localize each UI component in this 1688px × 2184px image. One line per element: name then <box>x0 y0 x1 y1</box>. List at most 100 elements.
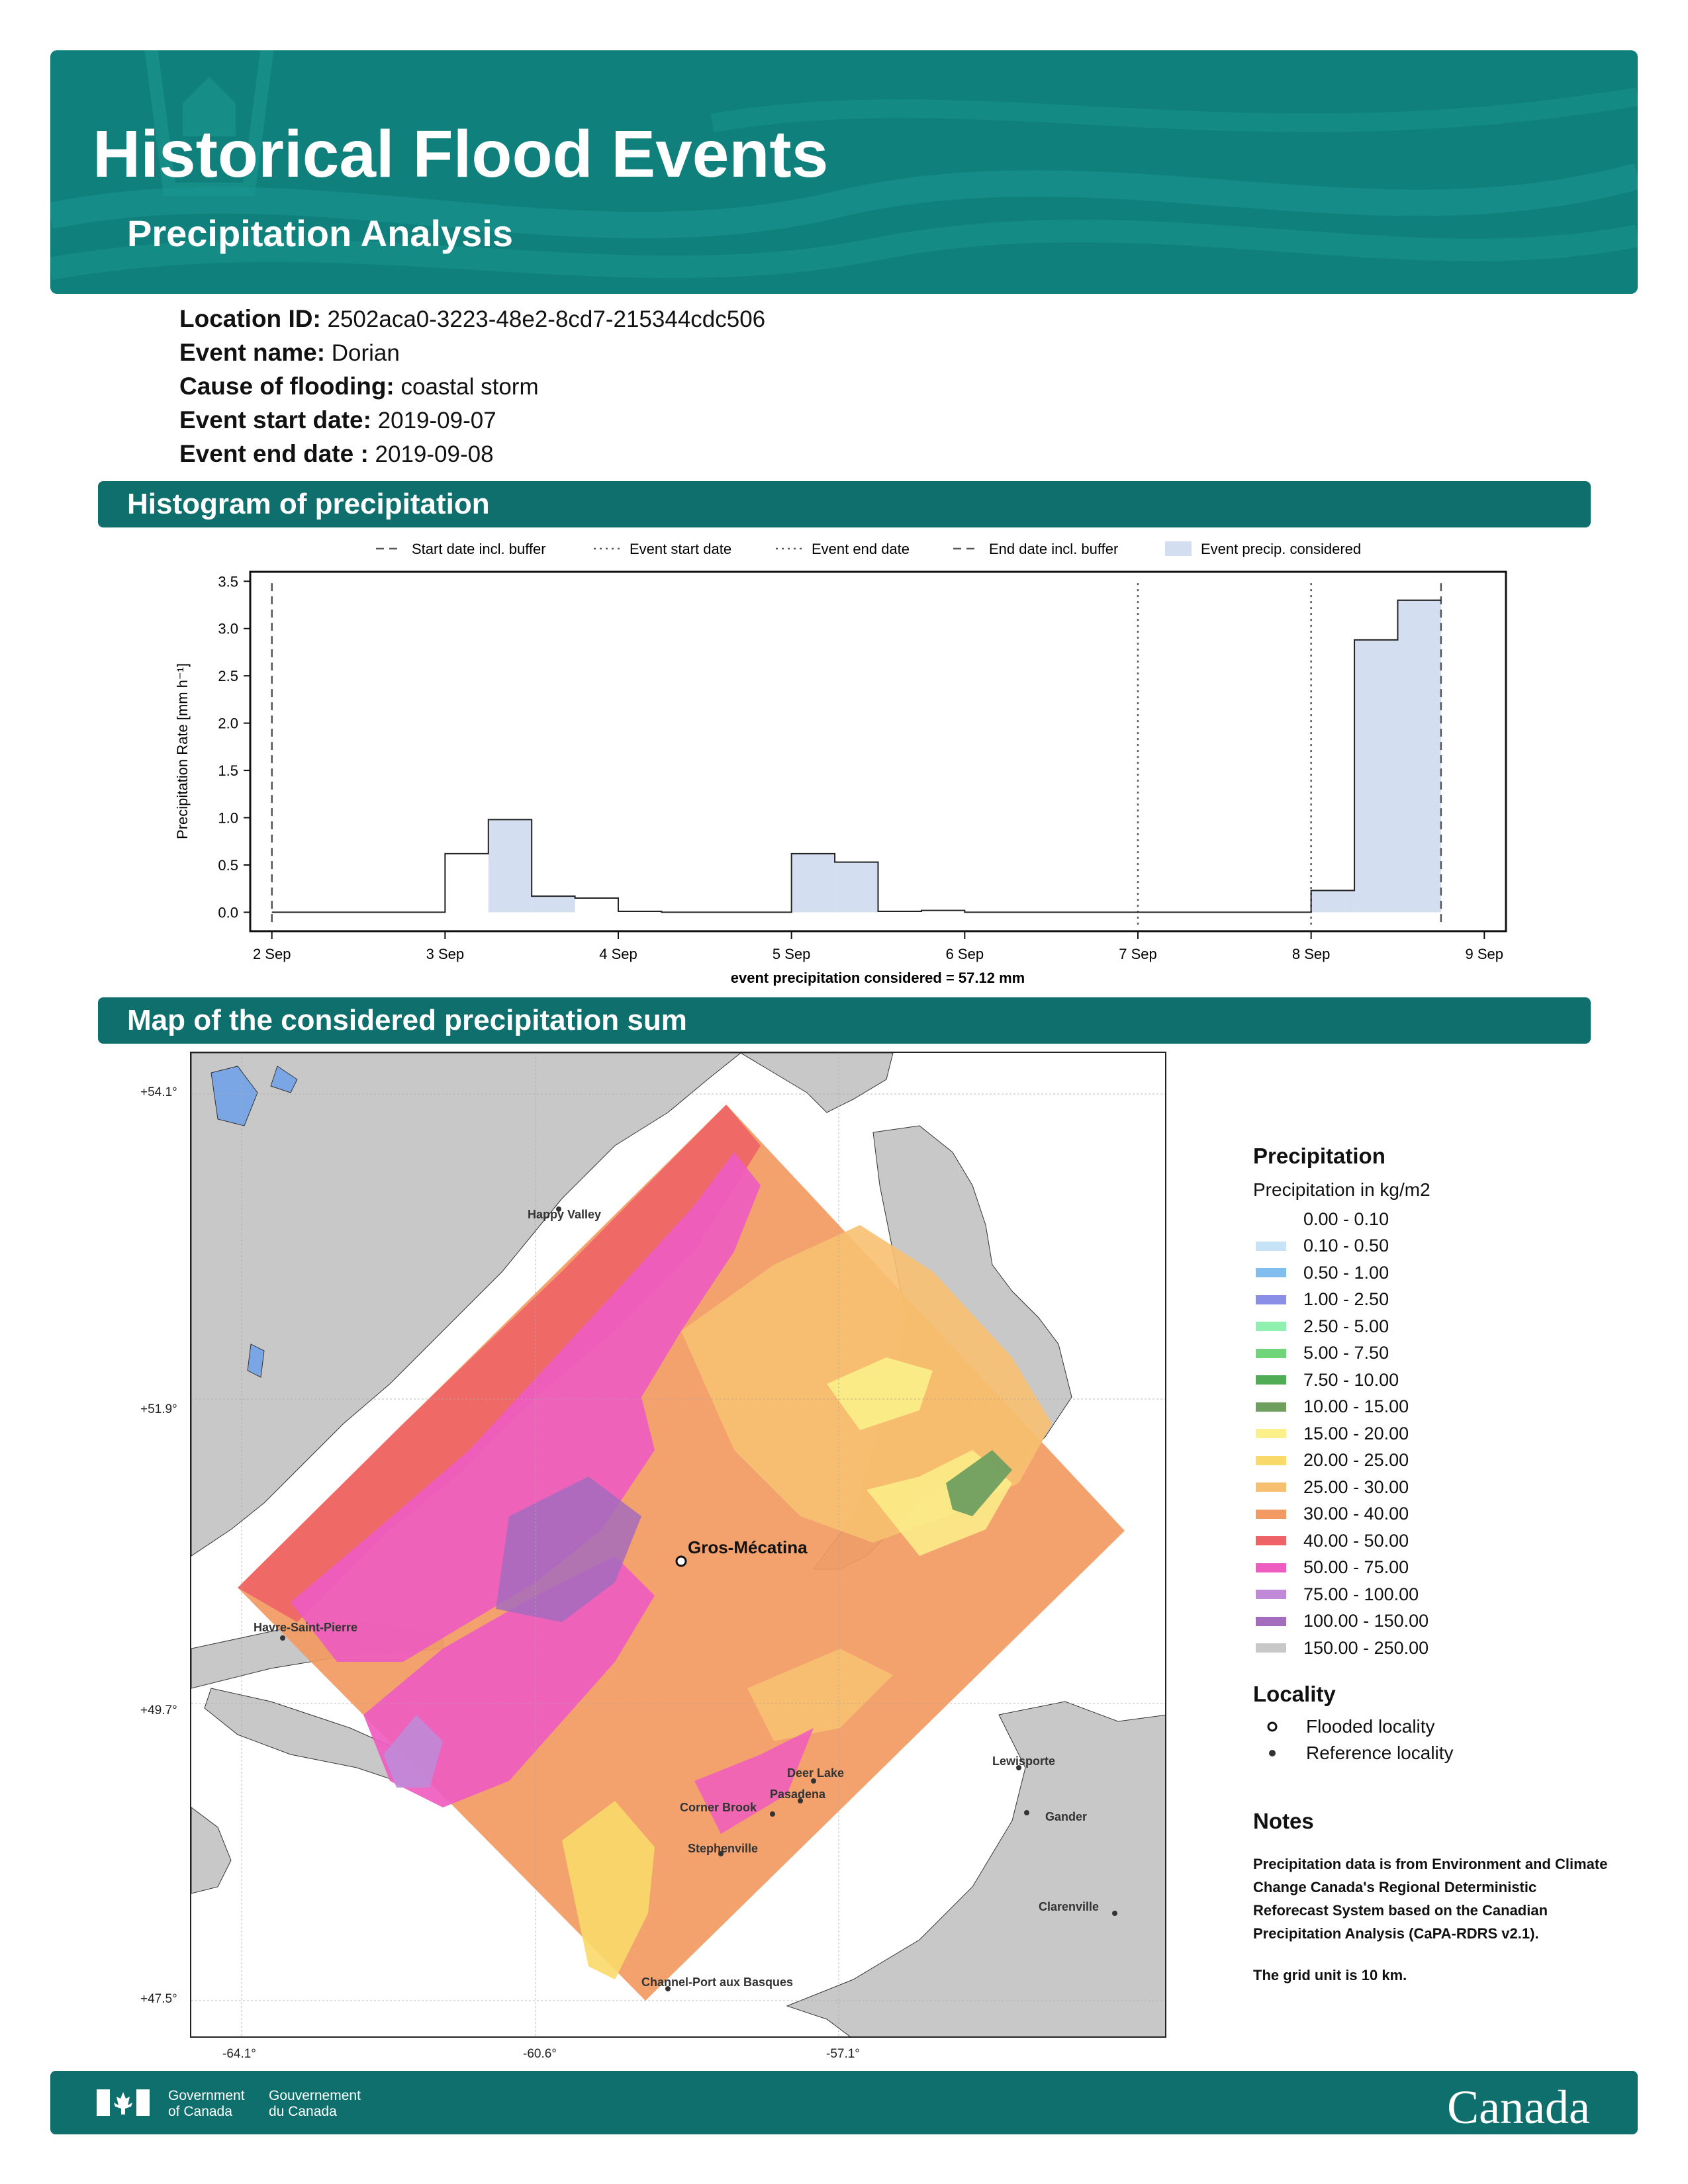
legend-class: 40.00 - 50.00 <box>1253 1527 1611 1555</box>
considered-bar <box>1311 890 1355 913</box>
locality-title: Locality <box>1253 1681 1336 1706</box>
chart-legend-label: Event end date <box>812 541 910 557</box>
gov-fr-line: du Canada <box>269 2104 337 2119</box>
info-label: Location ID: <box>179 305 321 332</box>
considered-bar <box>835 862 878 913</box>
y-tick-label: 1.5 <box>218 762 238 779</box>
info-event-name: Event name: Dorian <box>179 336 765 369</box>
precipitation-histogram: Start date incl. buffer Event start date E… <box>174 541 1507 986</box>
legend-class: 0.10 - 0.50 <box>1253 1233 1611 1260</box>
legend-swatch <box>1256 1214 1286 1224</box>
locality-havre-saint-pierre: Havre-Saint-Pierre <box>254 1621 357 1634</box>
locality-pasadena: Pasadena <box>770 1788 826 1801</box>
x-axis-label: event precipitation considered = 57.12 m… <box>731 970 1025 986</box>
canada-wordmark: Canada <box>1447 2081 1590 2134</box>
y-tick-label: 0.5 <box>218 857 238 874</box>
y-tick-label: 0.0 <box>218 904 238 921</box>
locality-deer-lake: Deer Lake <box>787 1766 844 1780</box>
x-tick-label: 6 Sep <box>946 946 984 962</box>
considered-bar <box>1354 639 1398 913</box>
map-canvas: Happy Valley Havre-Saint-Pierre Lewispor… <box>191 1053 1165 2036</box>
legend-swatch <box>1256 1268 1286 1278</box>
legend-class-label: 0.00 - 0.10 <box>1303 1208 1389 1229</box>
canada-flag-icon <box>97 2089 150 2116</box>
considered-bar <box>1397 600 1441 913</box>
page-subtitle: Precipitation Analysis <box>127 212 513 254</box>
legend-reference-locality: Reference locality <box>1253 1740 1611 1766</box>
legend-swatch <box>1256 1536 1286 1546</box>
legend-subtitle: Precipitation in kg/m2 <box>1253 1179 1430 1200</box>
legend-swatch <box>1165 541 1192 556</box>
legend-class: 75.00 - 100.00 <box>1253 1581 1611 1608</box>
land-newfoundland-east <box>786 1701 1165 2036</box>
gov-fr-line: Gouvernement <box>269 2088 361 2103</box>
legend-swatch <box>1256 1509 1286 1519</box>
legend-class-label: 25.00 - 30.00 <box>1303 1477 1409 1497</box>
y-axis-label: Precipitation Rate [mm h⁻¹] <box>174 663 191 839</box>
locality-gros-mecatina: Gros-Mécatina <box>688 1537 808 1557</box>
histogram-section-header: Histogram of precipitation <box>98 481 1591 527</box>
page-title: Historical Flood Events <box>93 117 829 191</box>
legend-swatch <box>1256 1643 1286 1653</box>
map-section-header: Map of the considered precipitation sum <box>98 997 1591 1044</box>
wave-decoration <box>50 50 1638 280</box>
lat-label: +49.7° <box>140 1704 177 1717</box>
notes-text: Precipitation data is from Environment a… <box>1253 1855 1608 1942</box>
legend-class: 7.50 - 10.00 <box>1253 1367 1611 1394</box>
legend-swatch <box>1256 1241 1286 1251</box>
info-start-date: Event start date: 2019-09-07 <box>179 403 765 437</box>
legend-class: 10.00 - 15.00 <box>1253 1394 1611 1421</box>
legend-flooded-locality: Flooded locality <box>1253 1713 1611 1740</box>
legend-class: 5.00 - 7.50 <box>1253 1340 1611 1367</box>
x-tick-label: 5 Sep <box>773 946 811 962</box>
legend-swatch <box>1256 1616 1286 1626</box>
x-tick-label: 8 Sep <box>1292 946 1331 962</box>
lon-label: -64.1° <box>222 2047 256 2061</box>
legend-class-label: 50.00 - 75.00 <box>1303 1557 1409 1578</box>
precipitation-step-line <box>271 599 1441 913</box>
legend-swatch <box>1256 1295 1286 1304</box>
legend-classes: 0.00 - 0.10 0.10 - 0.50 0.50 - 1.00 1.00 - … <box>1253 1206 1611 1662</box>
legend-swatch <box>1256 1402 1286 1412</box>
legend-title: Precipitation <box>1253 1144 1385 1168</box>
legend-swatch <box>1256 1590 1286 1600</box>
legend-class: 0.00 - 0.10 <box>1253 1206 1611 1233</box>
gov-en: Government of Canada <box>168 2088 245 2120</box>
legend-swatch <box>1256 1455 1286 1465</box>
considered-bar <box>791 853 835 913</box>
lon-label: -57.1° <box>826 2047 860 2061</box>
legend-swatch <box>1256 1482 1286 1492</box>
chart-legend-label: End date incl. buffer <box>989 541 1118 557</box>
y-axis: 0.0 0.5 1.0 1.5 2.0 2.5 3.0 3.5 <box>218 573 250 921</box>
legend-class: 30.00 - 40.00 <box>1253 1501 1611 1528</box>
graticule <box>191 1053 1165 2036</box>
chart-legend-label: Event start date <box>630 541 731 557</box>
legend-class: 1.00 - 2.50 <box>1253 1287 1611 1314</box>
legend-swatch <box>1256 1375 1286 1385</box>
info-value: 2502aca0-3223-48e2-8cd7-215344cdc506 <box>327 306 766 332</box>
legend-class-label: 2.50 - 5.00 <box>1303 1316 1389 1336</box>
header-banner: Historical Flood Events Precipitation An… <box>50 50 1638 294</box>
precipitation-grid <box>238 1105 1125 2001</box>
info-label: Cause of flooding: <box>179 373 395 400</box>
chart-legend-label: Start date incl. buffer <box>412 541 546 557</box>
info-label: Event end date : <box>179 440 369 467</box>
legend-class: 0.50 - 1.00 <box>1253 1259 1611 1287</box>
gov-en-line: of Canada <box>168 2104 232 2119</box>
x-tick-label: 2 Sep <box>253 946 291 962</box>
locality-corner-brook: Corner Brook <box>680 1801 757 1814</box>
y-tick-label: 3.5 <box>218 573 238 590</box>
info-location-id: Location ID: 2502aca0-3223-48e2-8cd7-215… <box>179 302 765 336</box>
lon-label: -60.6° <box>523 2047 557 2061</box>
considered-bar <box>488 819 532 913</box>
legend-label: Reference locality <box>1306 1742 1454 1763</box>
notes: Notes Precipitation data is from Environ… <box>1253 1809 1611 1987</box>
legend-class-label: 100.00 - 150.00 <box>1303 1611 1429 1631</box>
legend-class: 50.00 - 75.00 <box>1253 1555 1611 1582</box>
legend-class: 100.00 - 150.00 <box>1253 1608 1611 1635</box>
legend-class-label: 150.00 - 250.00 <box>1303 1637 1429 1658</box>
event-info: Location ID: 2502aca0-3223-48e2-8cd7-215… <box>179 302 765 471</box>
info-value: coastal storm <box>400 374 539 400</box>
legend-class-label: 75.00 - 100.00 <box>1303 1584 1419 1604</box>
legend-class-label: 30.00 - 40.00 <box>1303 1504 1409 1524</box>
